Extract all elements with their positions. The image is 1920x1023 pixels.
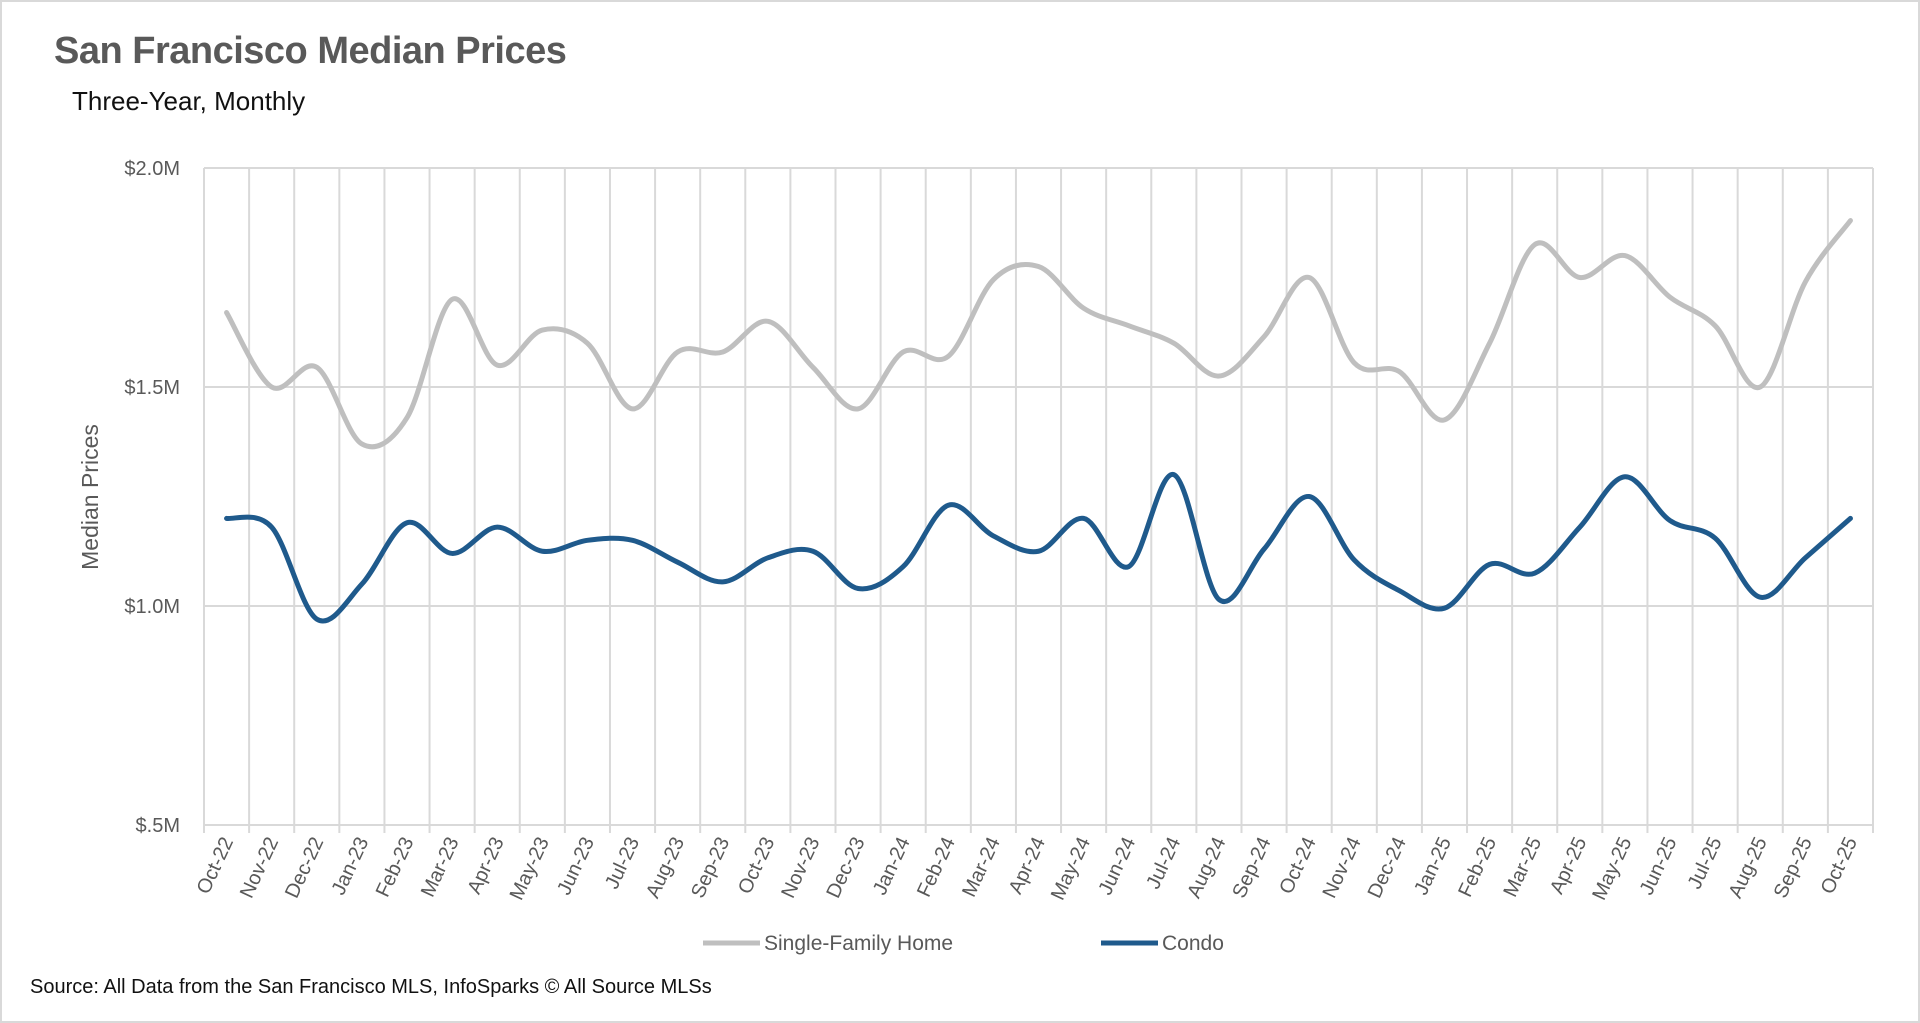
x-tick-label: Dec-24	[1364, 834, 1411, 902]
x-tick-label: Dec-23	[822, 834, 869, 902]
x-tick-label: Aug-23	[642, 834, 689, 902]
x-tick-label: Jan-23	[328, 834, 374, 899]
series-line-condo	[224, 472, 1853, 624]
x-tick-label: Feb-23	[372, 834, 419, 901]
legend-label: Single-Family Home	[764, 932, 953, 955]
x-tick-label: Feb-24	[913, 834, 960, 901]
x-tick-label: Mar-23	[417, 834, 464, 901]
x-tick-label: Apr-25	[1546, 834, 1591, 898]
x-tick-label: Mar-24	[958, 834, 1005, 901]
y-axis-ticks: $.5M $1.0M $1.5M $2.0M	[124, 158, 180, 837]
x-tick-label: Jan-24	[869, 834, 915, 899]
y-tick-label: $1.5M	[124, 377, 180, 399]
chart-subtitle: Three-Year, Monthly	[72, 86, 306, 116]
x-tick-label: Sep-25	[1770, 834, 1817, 902]
x-tick-label: Apr-24	[1005, 834, 1050, 898]
x-tick-label: Jan-25	[1410, 834, 1456, 899]
y-tick-label: $1.0M	[124, 596, 180, 618]
x-tick-label: Oct-23	[734, 834, 779, 898]
x-tick-label: Nov-24	[1319, 834, 1366, 902]
x-tick-label: Jul-23	[601, 834, 644, 893]
legend-label: Condo	[1162, 932, 1224, 955]
x-tick-label: Aug-24	[1183, 834, 1230, 902]
x-tick-label: Dec-22	[281, 834, 328, 902]
x-tick-label: Aug-25	[1725, 834, 1772, 902]
series-line-single-family-home	[224, 218, 1853, 450]
x-tick-label: Jun-25	[1636, 834, 1682, 899]
x-tick-label: Sep-24	[1228, 834, 1275, 902]
x-tick-label: Apr-23	[463, 834, 508, 898]
legend: Single-Family Home Condo	[703, 932, 1224, 955]
x-tick-label: Mar-25	[1500, 834, 1547, 901]
x-tick-label: Nov-22	[236, 834, 283, 902]
x-tick-label: Oct-24	[1275, 834, 1320, 898]
x-tick-label: May-25	[1588, 834, 1636, 904]
x-tick-label: Jun-23	[553, 834, 599, 899]
x-tick-label: Nov-23	[777, 834, 824, 902]
x-tick-label: Oct-22	[193, 834, 238, 898]
x-tick-label: May-23	[506, 834, 554, 904]
source-note: Source: All Data from the San Francisco …	[30, 976, 712, 998]
y-tick-label: $2.0M	[124, 158, 180, 180]
series-lines	[224, 218, 1853, 624]
y-tick-label: $.5M	[136, 815, 180, 837]
x-tick-label: May-24	[1047, 834, 1095, 904]
y-axis-label: Median Prices	[77, 424, 103, 570]
x-tick-label: Feb-25	[1454, 834, 1501, 901]
x-tick-label: Oct-25	[1817, 834, 1862, 898]
x-tick-label: Jul-24	[1142, 834, 1185, 893]
x-tick-label: Jun-24	[1094, 834, 1140, 899]
gridlines	[203, 167, 1874, 833]
x-tick-label: Jul-25	[1684, 834, 1727, 893]
x-tick-label: Sep-23	[687, 834, 734, 902]
chart-title: San Francisco Median Prices	[54, 30, 567, 72]
